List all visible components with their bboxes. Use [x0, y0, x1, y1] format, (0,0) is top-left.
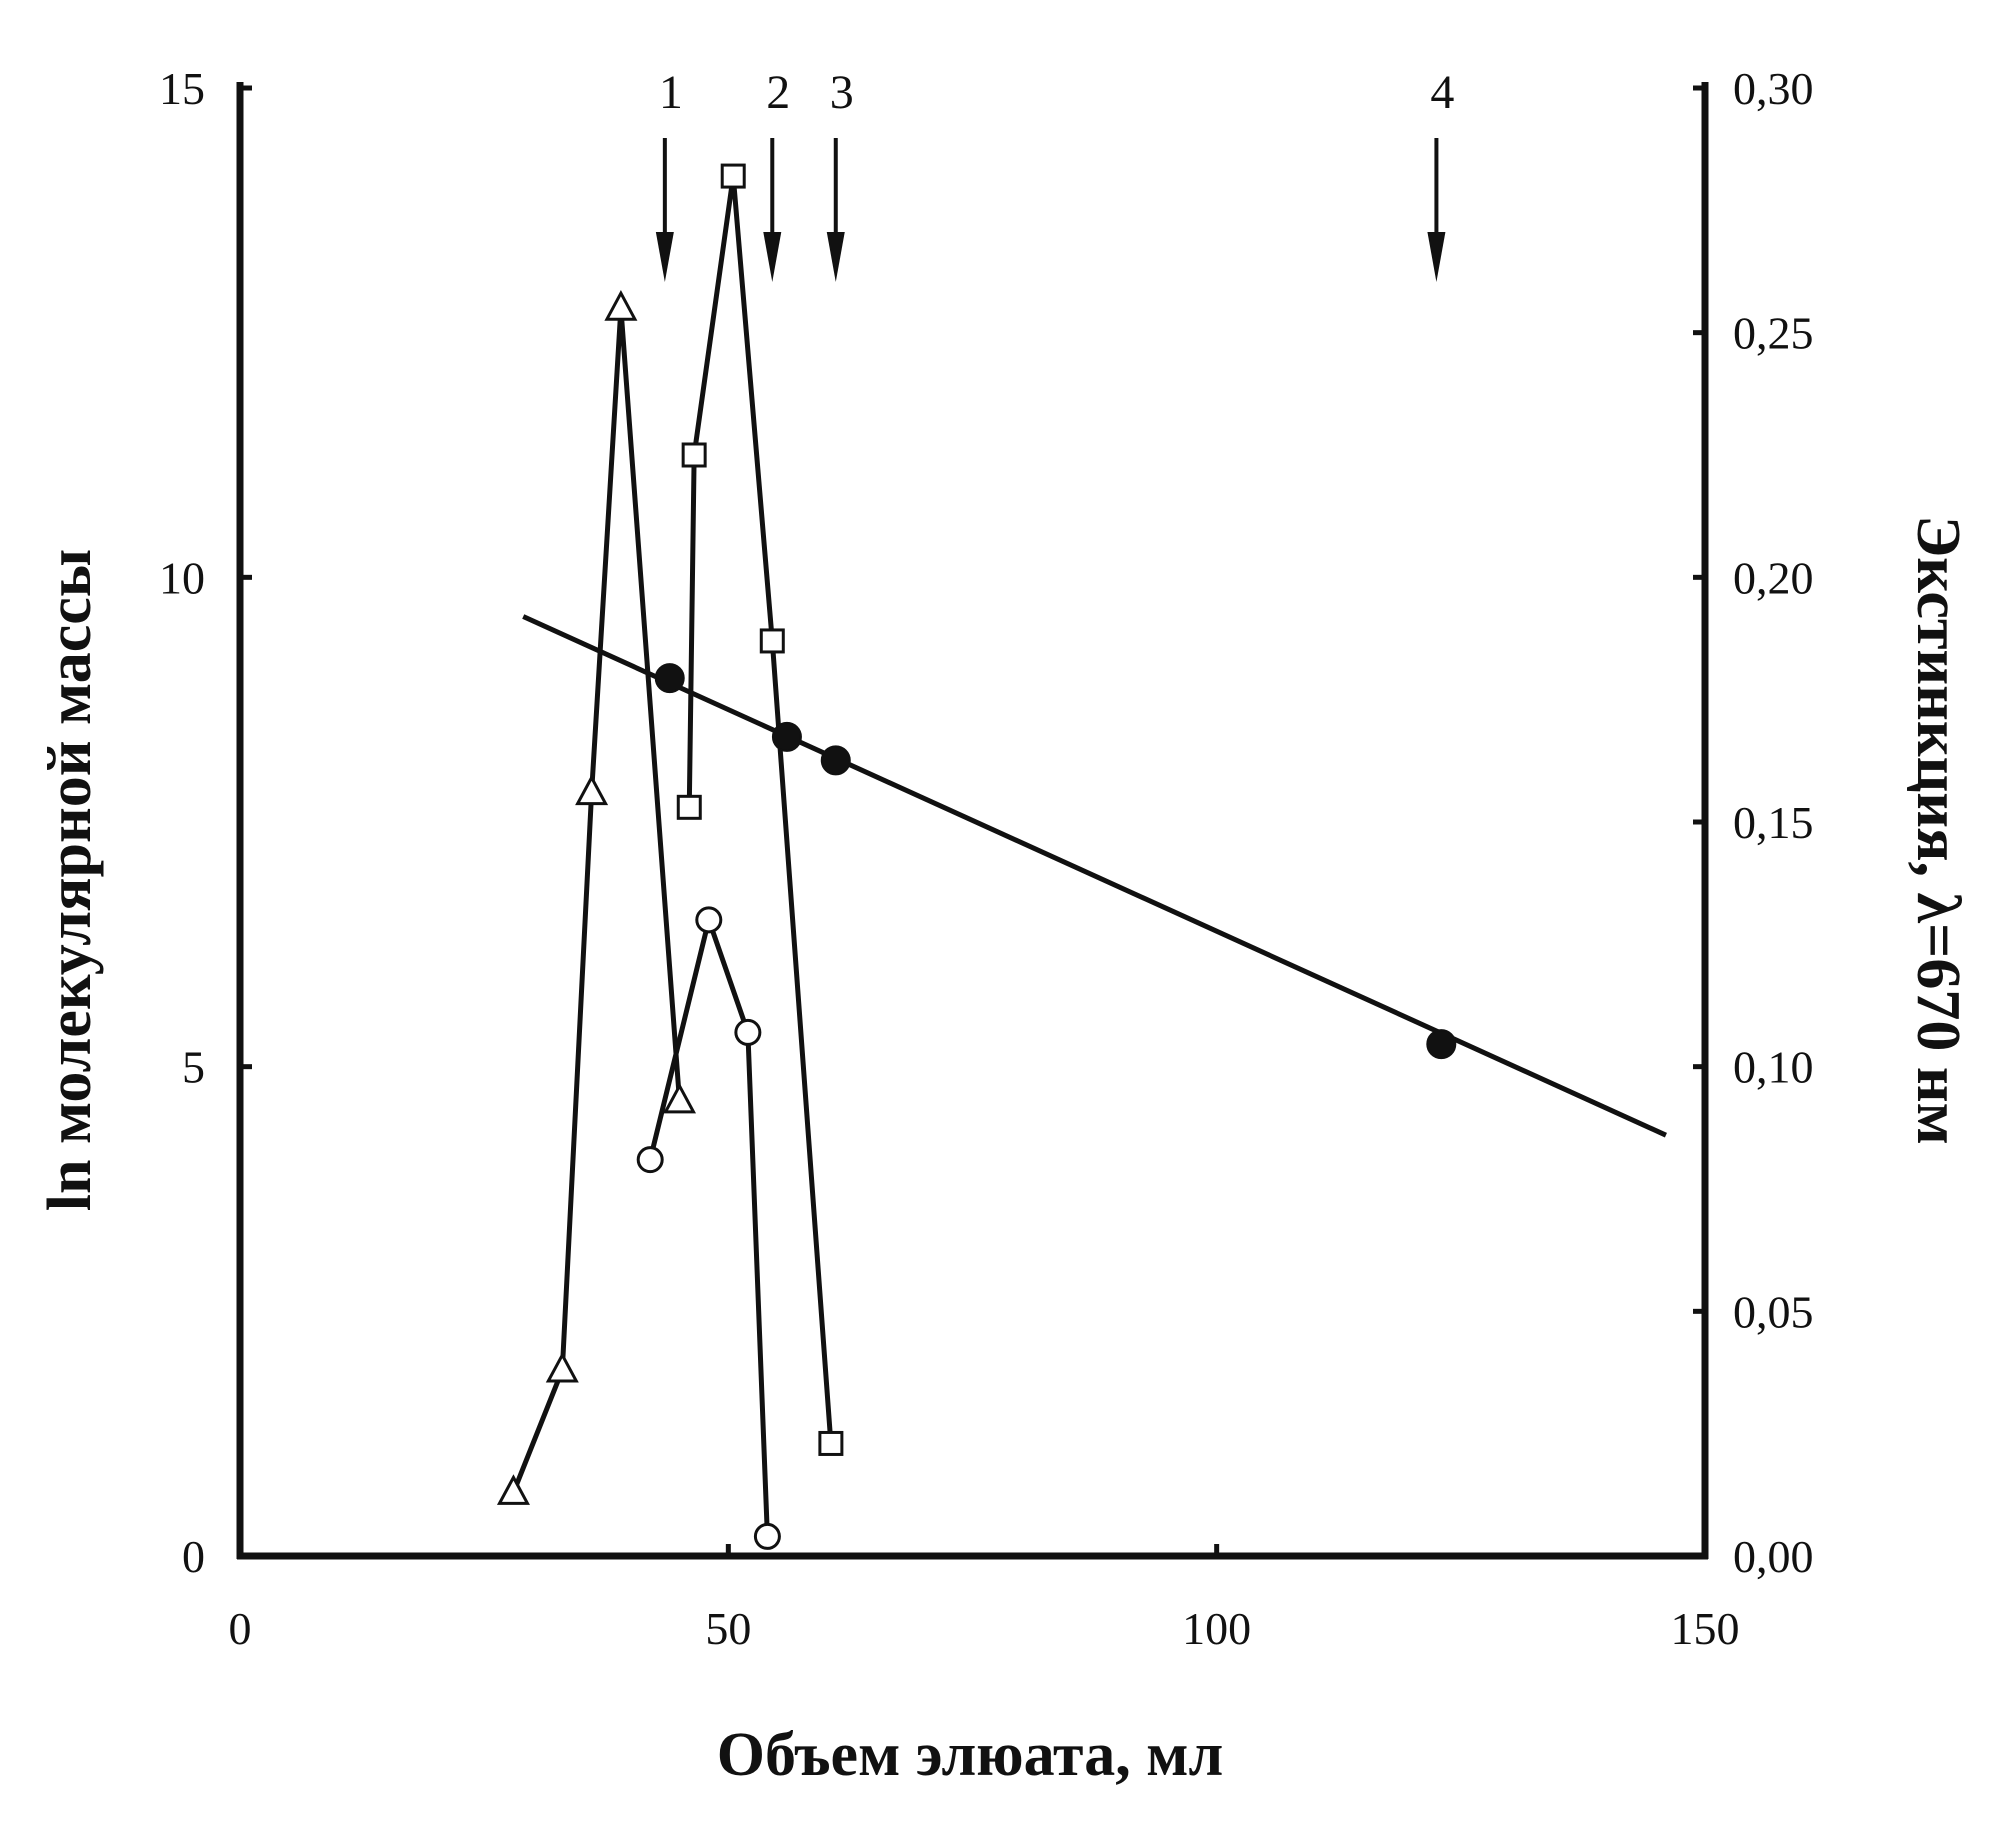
marker-label: 2 — [766, 66, 790, 119]
series-line-circle — [647, 917, 770, 1537]
data-point-circle-filled — [654, 663, 685, 694]
x-tick-label: 0 — [229, 1603, 252, 1654]
marker-label: 1 — [659, 66, 683, 119]
y2-tick-label: 0,15 — [1733, 797, 1814, 848]
series — [496, 163, 1457, 1550]
marker-arrow-head — [655, 232, 674, 282]
y-tick-label: 15 — [159, 63, 205, 114]
marker-arrow-head — [763, 232, 782, 282]
data-point-triangle — [545, 1351, 579, 1383]
x-tick-label: 100 — [1182, 1603, 1251, 1654]
y2-tick-label: 0,30 — [1733, 63, 1814, 114]
y-tick-label: 0 — [182, 1531, 205, 1582]
y2-tick-label: 0,20 — [1733, 552, 1814, 603]
data-point-circle-filled — [1426, 1029, 1457, 1060]
data-point-circle-filled — [771, 721, 802, 752]
data-point-circle — [695, 906, 723, 934]
y2-tick-label: 0,00 — [1733, 1531, 1814, 1582]
data-point-triangle — [496, 1474, 530, 1505]
y2-tick-label: 0,05 — [1733, 1286, 1814, 1337]
y-tick-label: 5 — [182, 1042, 205, 1093]
data-point-circle — [734, 1018, 762, 1046]
regression — [522, 614, 1667, 1138]
data-point-square — [720, 163, 746, 189]
series-line-triangle — [511, 305, 682, 1494]
data-point-triangle — [604, 290, 638, 321]
ticks: 0 50 100 150 0 5 10 15 0,00 0,05 0,10 0,15 0,20 0,25 0… — [159, 63, 1814, 1654]
data-point-square — [681, 442, 707, 468]
data-point-triangle — [662, 1082, 697, 1114]
data-point-circle — [636, 1146, 664, 1174]
x-tick-label: 150 — [1671, 1603, 1740, 1654]
data-point-circle-filled — [820, 745, 851, 776]
marker-arrow-head — [1427, 232, 1446, 282]
y2-axis-title: Экстинкция, λ=670 нм — [1904, 515, 1972, 1145]
marker-label: 3 — [830, 66, 854, 119]
y2-tick-label: 0,25 — [1733, 308, 1814, 359]
regression-line — [522, 614, 1667, 1138]
data-point-square — [759, 628, 785, 654]
marker-arrow-head — [826, 232, 845, 282]
y-axis-title: ln молекулярной массы — [36, 549, 104, 1211]
data-point-square — [818, 1430, 844, 1456]
y-tick-label: 10 — [159, 552, 205, 603]
data-point-square — [676, 794, 702, 820]
data-point-circle — [753, 1522, 781, 1550]
y2-tick-label: 0,10 — [1733, 1042, 1814, 1093]
data-point-triangle — [575, 774, 609, 806]
x-tick-label: 50 — [705, 1603, 751, 1654]
x-axis-title: Объем элюата, мл — [717, 1721, 1224, 1789]
marker-label: 4 — [1430, 66, 1454, 119]
series-line-square — [686, 173, 834, 1444]
